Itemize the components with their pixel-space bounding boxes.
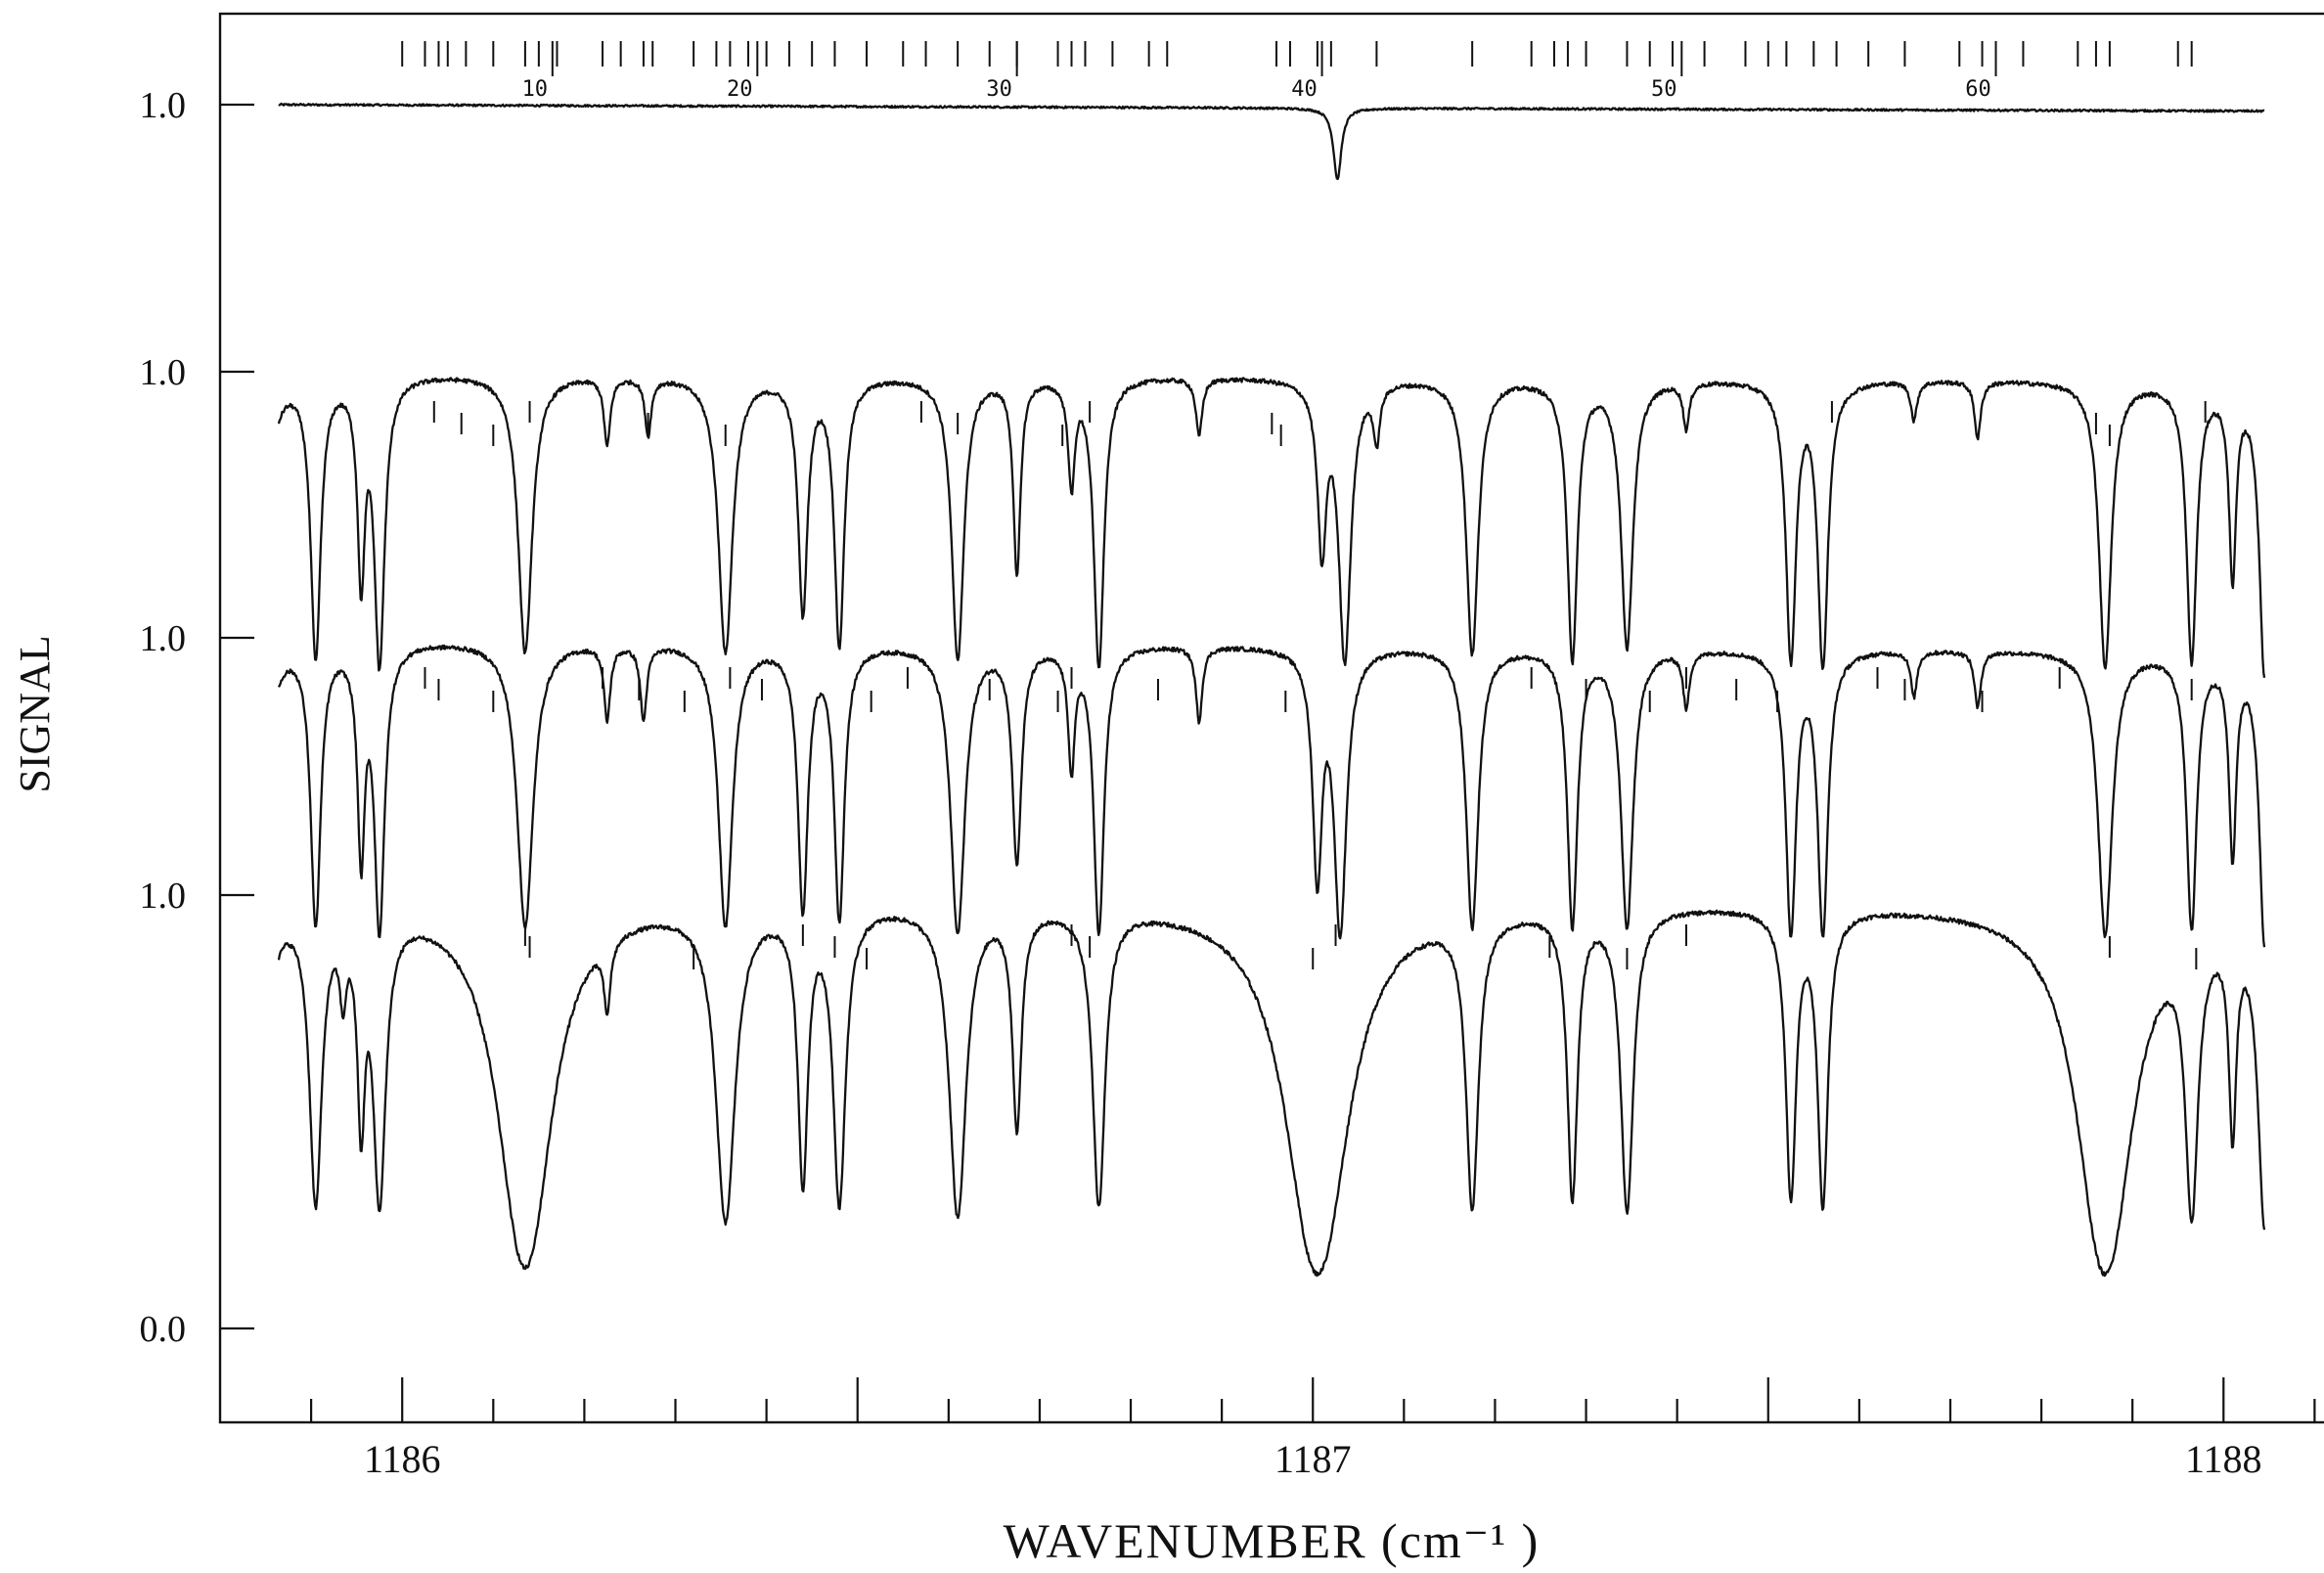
assignment-marks — [424, 401, 2207, 969]
x-tick-label: 1187 — [1274, 1437, 1352, 1481]
x-axis-ticks: 1186 1187 1188 — [310, 1377, 2316, 1481]
line-index-ruler: 10 20 30 40 50 60 — [401, 41, 2193, 102]
y-tick-label: 1.0 — [140, 876, 187, 917]
index-label: 10 — [522, 77, 549, 102]
y-tick-label: 0.0 — [140, 1309, 187, 1350]
y-axis-label: SIGNAL — [11, 635, 59, 792]
spectrum-trace-2 — [277, 377, 2266, 678]
x-axis-label: WAVENUMBER (cm⁻¹ ) — [1004, 1513, 1541, 1568]
y-tick-label: 1.0 — [140, 352, 187, 393]
index-label: 40 — [1291, 77, 1318, 102]
x-tick-label: 1188 — [2185, 1437, 2262, 1481]
index-label: 30 — [986, 77, 1012, 102]
spectrum-trace-3 — [277, 644, 2266, 948]
index-label: 60 — [1965, 77, 1991, 102]
index-label: 20 — [727, 77, 753, 102]
y-axis-ticks: 1.0 1.0 1.0 1.0 0.0 — [140, 85, 254, 1350]
spectrum-trace-1 — [278, 102, 2265, 181]
x-tick-label: 1186 — [364, 1437, 441, 1481]
y-tick-label: 1.0 — [140, 618, 187, 659]
spectrum-traces — [277, 102, 2266, 1278]
y-tick-label: 1.0 — [140, 85, 187, 126]
index-label: 50 — [1651, 77, 1677, 102]
plot-frame — [218, 12, 2324, 1424]
spectrum-trace-4 — [277, 909, 2266, 1278]
